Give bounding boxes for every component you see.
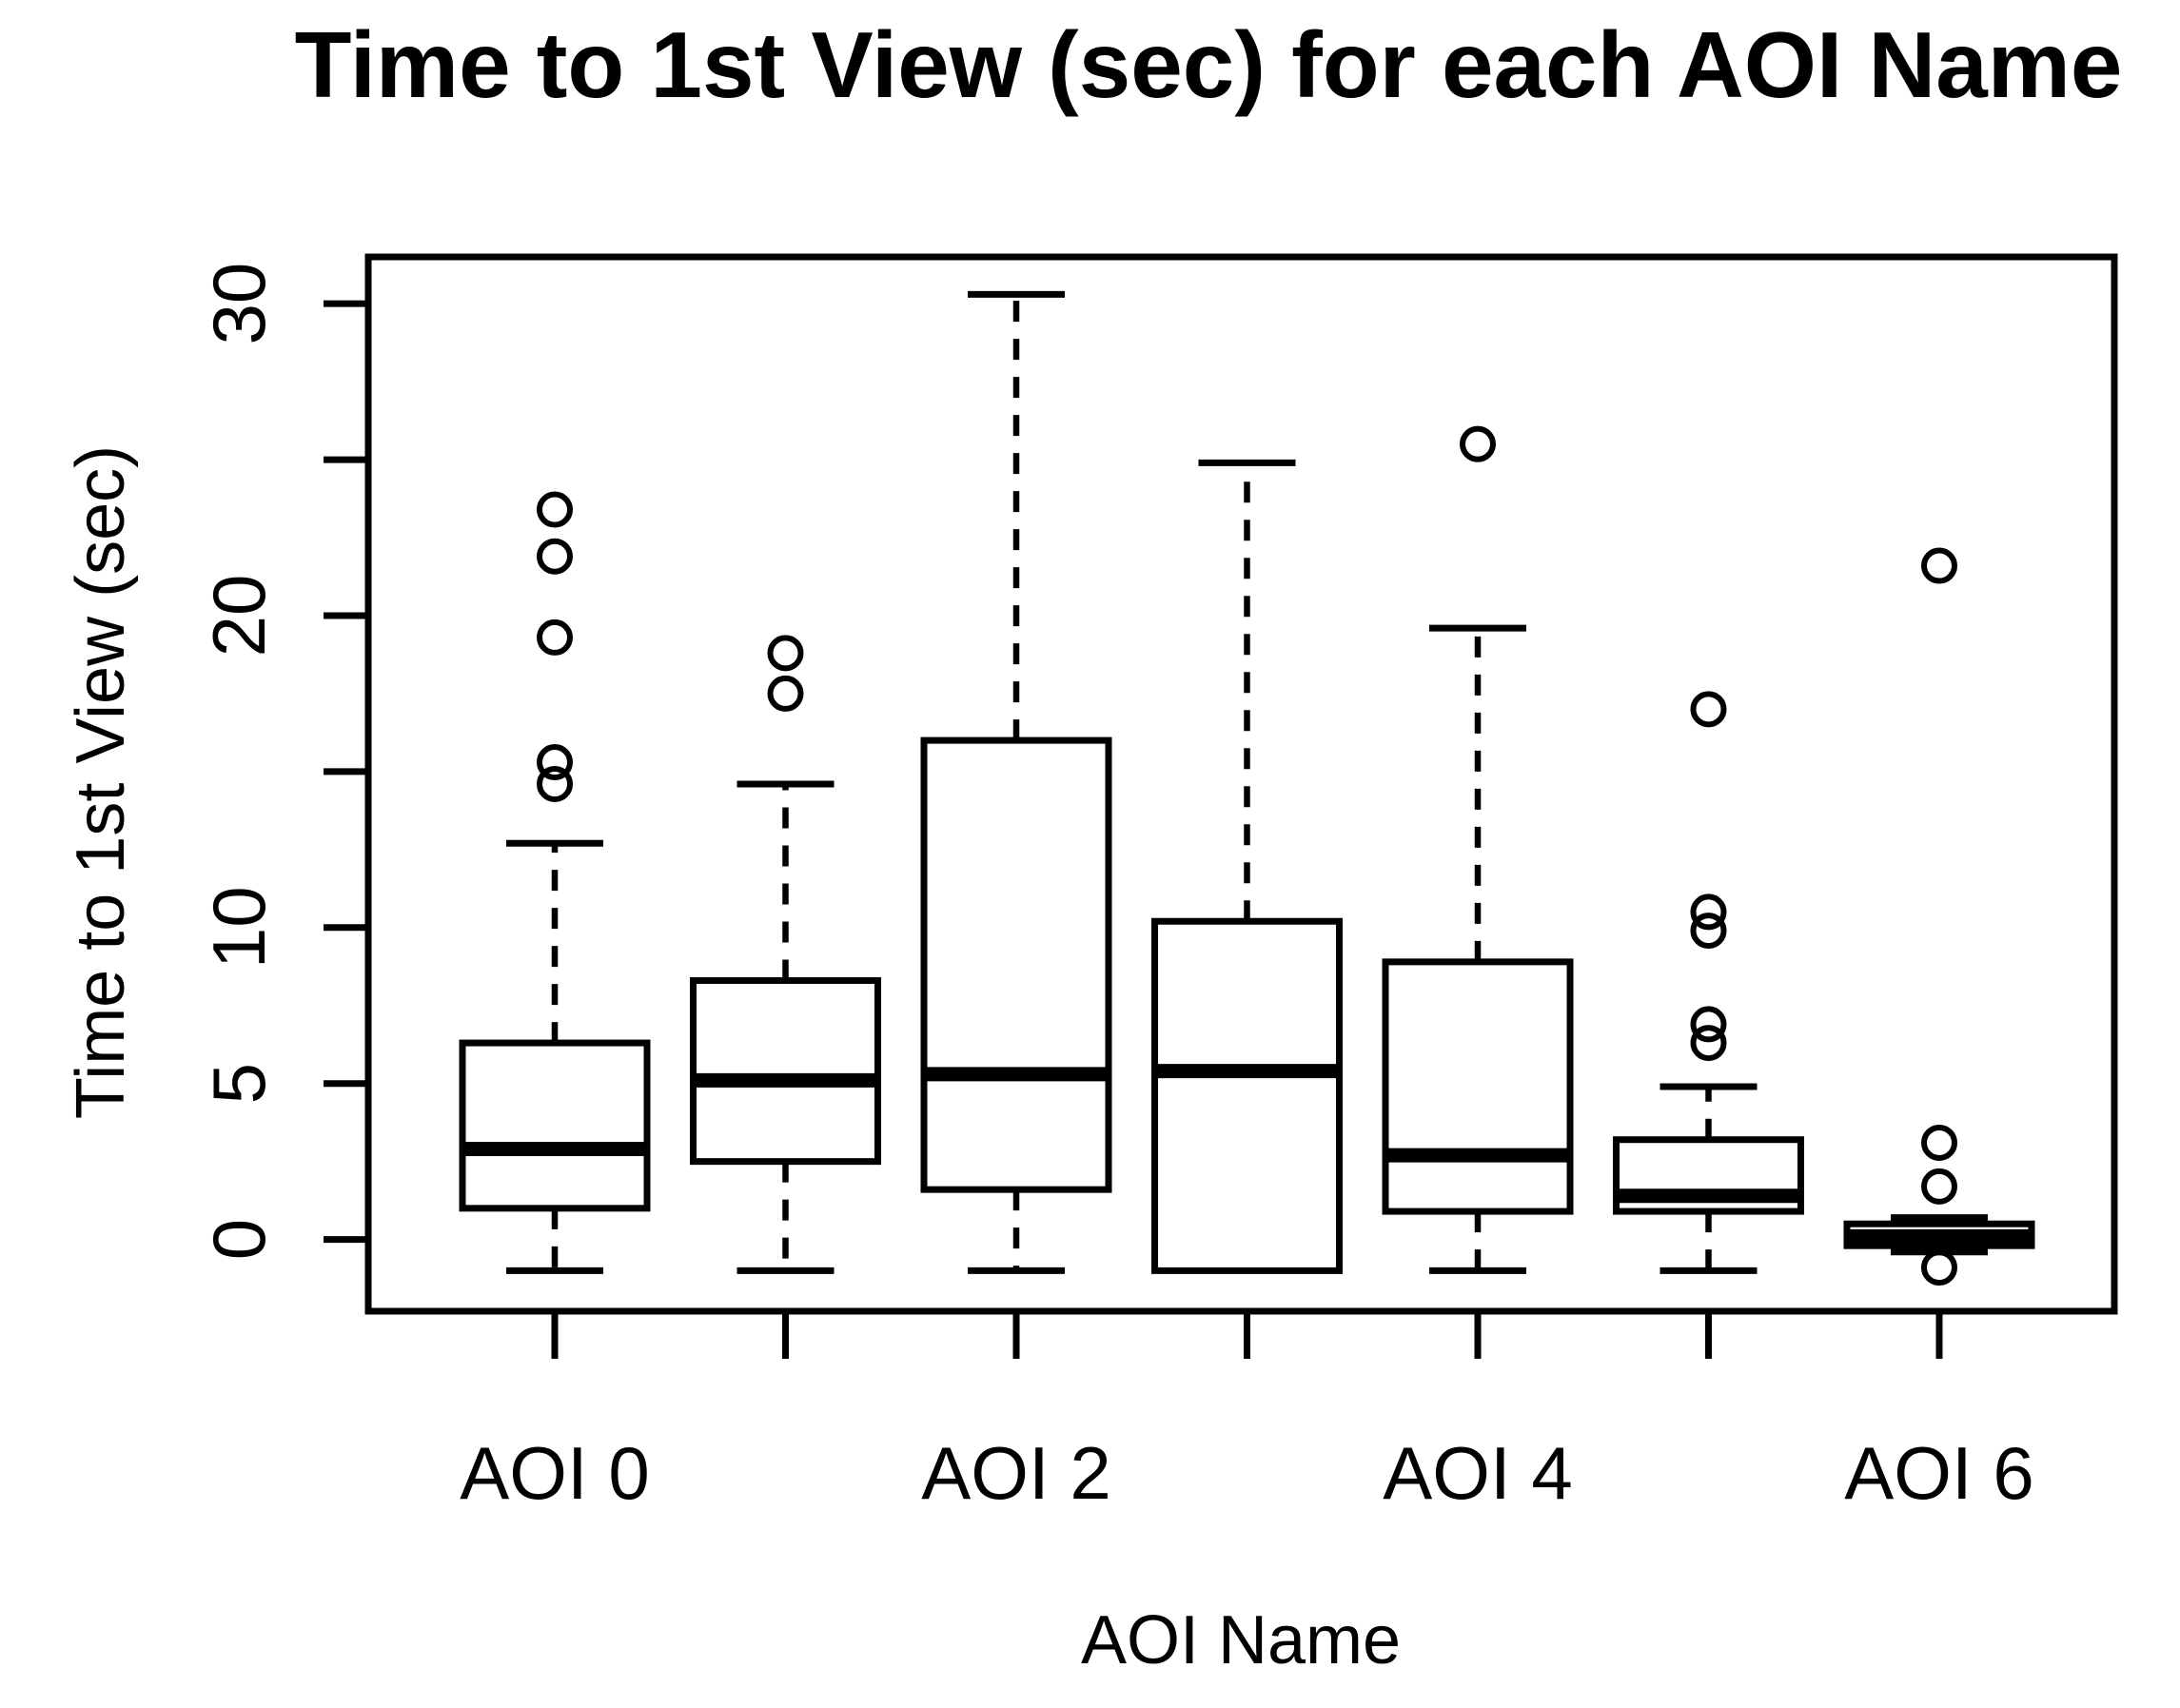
x-tick-label: AOI 6 (1844, 1431, 2033, 1515)
outlier-point (1921, 547, 1957, 584)
x-tick-label: AOI 0 (460, 1431, 649, 1515)
y-tick-label: 0 (197, 1219, 281, 1260)
outlier-point (767, 635, 804, 672)
outlier-point (537, 766, 573, 802)
iqr-box (920, 736, 1112, 1193)
outlier-point (537, 618, 573, 656)
x-axis-title: AOI Name (1081, 1602, 1401, 1679)
outlier-point (1921, 1249, 1957, 1286)
x-tick-label: AOI 2 (921, 1431, 1110, 1515)
outlier-point (1690, 1006, 1727, 1043)
outlier-point (1690, 1025, 1727, 1062)
chart-title: Time to 1st View (sec) for each AOI Name (295, 12, 2123, 117)
y-axis-title: Time to 1st View (sec) (63, 445, 139, 1119)
y-tick-label: 20 (197, 575, 281, 658)
outlier-point (537, 491, 573, 528)
iqr-box (690, 977, 881, 1166)
x-tick-label: AOI 4 (1383, 1431, 1572, 1515)
outlier-point (1921, 1124, 1957, 1161)
outlier-point (767, 675, 804, 712)
outlier-point (1690, 893, 1727, 931)
iqr-box (459, 1039, 651, 1212)
outlier-point (1460, 425, 1496, 462)
outlier-point (537, 744, 573, 781)
outlier-point (537, 538, 573, 575)
y-tick-label: 10 (197, 886, 281, 969)
iqr-box (1151, 917, 1343, 1274)
plot-area: 0 5 10 20 30 AOI 0 AOI 2 AOI 4 AOI 6 (197, 253, 2118, 1515)
outlier-point (1690, 691, 1727, 728)
outlier-point (1690, 913, 1727, 950)
y-tick-label: 5 (197, 1063, 281, 1104)
outlier-point (1921, 1168, 1957, 1205)
plot-frame (364, 253, 2118, 1315)
y-tick-label: 30 (197, 263, 281, 345)
iqr-box (1382, 958, 1574, 1215)
